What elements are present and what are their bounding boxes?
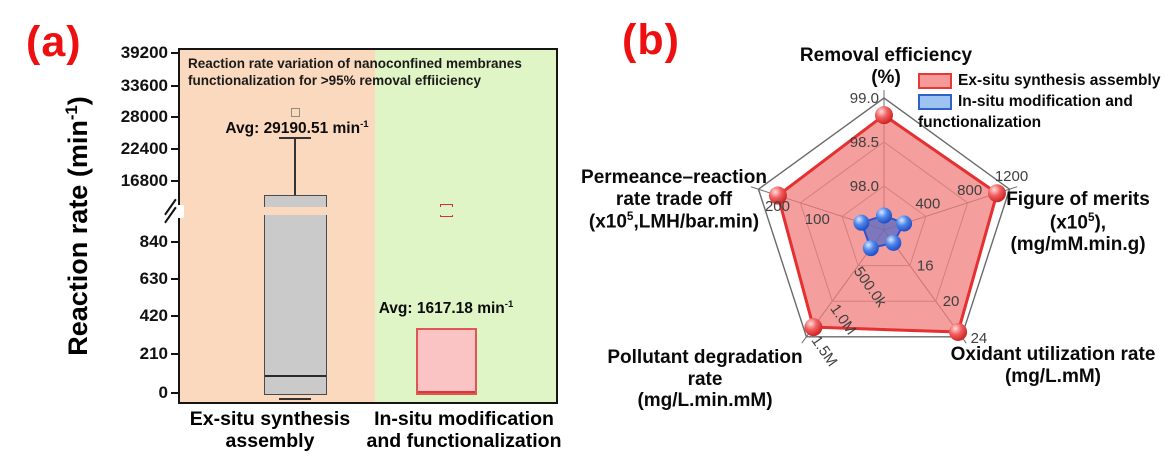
y-tick-label: 16800 <box>120 171 168 190</box>
radar-tick-label: 1200 <box>995 168 1028 185</box>
ex-situ-vertex-marker <box>875 106 893 125</box>
radar-grid-ring <box>757 97 1011 338</box>
ex-situ-median-line <box>264 375 326 378</box>
panel-label-a: (a) <box>26 18 82 66</box>
in-situ-vertex-marker <box>853 214 870 231</box>
in-situ-vertex-marker <box>876 207 892 224</box>
plot-annotation-line2: functionalization for >95% removal effii… <box>188 73 481 89</box>
y-tick-mark <box>171 148 178 150</box>
axis-title-line: (mg/mM.min.g) <box>1010 233 1146 255</box>
ex-situ-avg-annotation: Avg: 29190.51 min-1 <box>225 119 369 138</box>
y-tick-label: 210 <box>139 344 168 363</box>
radar-legend: Ex-situ synthesis assembly In-situ modifi… <box>918 72 1160 134</box>
axis-title-line: (x105), <box>1049 210 1107 233</box>
legend-item-ex_situ: Ex-situ synthesis assembly <box>918 72 1160 90</box>
y-tick-label: 630 <box>139 269 168 288</box>
axis-title-line: Permeance–reaction <box>581 167 767 188</box>
box-plot-area: Reaction rate variation of nanoconfined … <box>178 48 558 404</box>
axis-title-line: Removal efficiency <box>799 45 973 66</box>
axis-title-line: (%) <box>871 66 901 88</box>
axis-break-band <box>180 207 556 215</box>
x-category-label-ex-situ: Ex-situ synthesis assembly <box>189 408 351 453</box>
radar-tick-label: 200 <box>765 198 790 215</box>
radar-axis-title-permeance-tradeoff: Permeance–reaction rate trade off (x105,LM… <box>573 167 775 233</box>
y-tick-mark <box>171 52 178 54</box>
radar-tick-label: 98.5 <box>850 134 879 151</box>
ex-situ-box <box>263 195 327 395</box>
plot-annotation-line1: Reaction rate variation of nanoconfined … <box>188 56 522 71</box>
ex-situ-whisker-cap-bottom <box>279 398 311 400</box>
legend-label: Ex-situ synthesis assembly <box>958 72 1161 89</box>
ex-situ-vertex-marker <box>768 186 787 205</box>
y-tick-label: 420 <box>139 306 168 325</box>
in-situ-box <box>416 328 477 395</box>
radar-tick-label: 98.0 <box>850 178 879 195</box>
legend-label-continued: functionalization <box>918 114 1042 131</box>
y-tick-label: 0 <box>158 383 168 402</box>
y-tick-mark <box>171 180 178 182</box>
panel-label-b: (b) <box>622 16 680 64</box>
axis-title-line: (mg/L.mM) <box>1004 365 1102 387</box>
y-tick-label: 33600 <box>120 76 168 95</box>
radar-axis-title-pollutant-degradation: Pollutant degradation rate (mg/L.min.mM) <box>588 347 822 412</box>
radar-axis-title-oxidant-utilization: Oxidant utilization rate (mg/L.mM) <box>942 344 1164 387</box>
y-tick-mark <box>171 241 178 243</box>
plot-annotation-title: Reaction rate variation of nanoconfined … <box>188 55 550 90</box>
ex-situ-upper-whisker <box>294 138 296 195</box>
axis-title-line: (x105,LMH/bar.min) <box>588 210 760 233</box>
in-situ-vertex-marker <box>896 215 913 232</box>
y-tick-mark <box>171 353 178 355</box>
ex-situ-whisker-cap-top <box>279 137 311 140</box>
axis-title-line: (mg/L.min.mM) <box>637 390 773 412</box>
ex-situ-mean-marker <box>290 107 300 117</box>
radar-tick-label: 100 <box>805 211 830 228</box>
legend-item-in_situ: In-situ modification and <box>918 93 1160 111</box>
x-category-label-in-situ: In-situ modification and functionalizati… <box>366 408 562 453</box>
axis-title-line: rate trade off <box>615 188 733 210</box>
axis-title-line: Pollutant degradation rate <box>607 347 803 390</box>
y-tick-label: 28000 <box>120 107 168 126</box>
radar-chart: 98.098.599.04008001200162024500.0k1.0M1.… <box>750 90 1028 370</box>
y-tick-mark <box>171 315 178 317</box>
radar-tick-label: 800 <box>957 182 982 199</box>
in-situ-avg-annotation: Avg: 1617.18 min-1 <box>378 299 514 318</box>
y-tick-label: 840 <box>139 232 168 251</box>
legend-label: In-situ modification and <box>958 93 1133 110</box>
y-tick-label: 22400 <box>120 139 168 158</box>
axis-break-gap <box>174 205 184 218</box>
y-tick-mark <box>171 392 178 394</box>
radar-tick-label: 16 <box>917 258 934 275</box>
in-situ-vertex-marker <box>885 234 902 251</box>
ex-situ-vertex-marker <box>949 322 968 341</box>
in-situ-median-line <box>418 391 475 394</box>
radar-tick-label: 400 <box>915 195 940 212</box>
y-tick-label: 39200 <box>120 43 168 62</box>
radar-axis-title-removal-efficiency: Removal efficiency (%) <box>786 45 986 88</box>
y-tick-mark <box>171 116 178 118</box>
ex-situ-vertex-marker <box>987 184 1006 203</box>
in-situ-vertex-marker <box>862 240 879 257</box>
legend-swatch-ex_situ <box>918 73 952 89</box>
radar-tick-label: 24 <box>971 330 988 347</box>
axis-title-line: Oxidant utilization rate <box>950 344 1156 365</box>
axis-title-line: Figure of merits <box>1006 189 1150 210</box>
y-tick-mark <box>171 278 178 280</box>
radar-tick-label: 20 <box>943 293 960 310</box>
ex-situ-vertex-marker <box>804 318 823 337</box>
radar-tick-label: 99.0 <box>850 90 879 107</box>
radar-axis-title-figure-of-merits: Figure of merits (x105), (mg/mM.min.g) <box>978 189 1166 255</box>
y-tick-mark <box>171 85 178 87</box>
legend-swatch-in_situ <box>918 94 952 110</box>
